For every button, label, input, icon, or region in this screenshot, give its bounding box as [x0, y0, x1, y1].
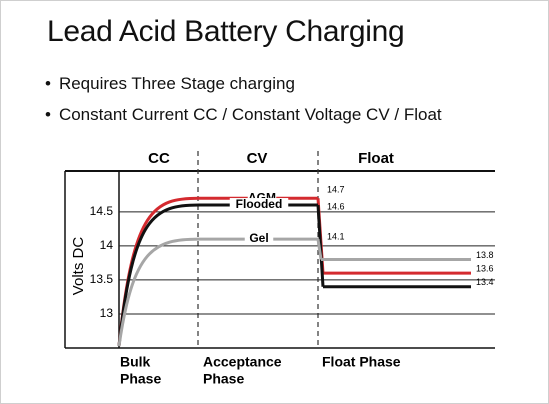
y-tick-label: 14 — [100, 238, 114, 252]
y-axis-label: Volts DC — [70, 237, 87, 296]
series-label: Flooded — [236, 197, 283, 211]
value-label: 13.6 — [476, 263, 494, 273]
y-tick-label: 14.5 — [90, 204, 114, 218]
phase-label: Phase — [120, 371, 161, 387]
drop-curve — [316, 238, 323, 260]
rise-curve — [117, 237, 200, 347]
series-label-bg — [244, 232, 274, 246]
bullet: Constant Current CC / Constant Voltage C… — [45, 102, 442, 133]
series-label-bg — [229, 198, 289, 212]
value-label: 14.6 — [327, 201, 345, 211]
phase-label: Float Phase — [322, 354, 401, 370]
y-tick-label: 13.5 — [90, 272, 114, 286]
value-label: 14.7 — [327, 185, 345, 195]
value-label: 13.4 — [476, 277, 494, 287]
series-label: Gel — [249, 231, 268, 245]
value-label: 14.1 — [327, 231, 345, 241]
slide-title: Lead Acid Battery Charging — [47, 15, 405, 48]
y-tick-label: 13 — [100, 306, 114, 320]
bullet: Requires Three Stage charging — [45, 71, 442, 102]
phase-label: Bulk — [120, 354, 151, 370]
stage-label: CC — [148, 150, 170, 167]
phase-label: Acceptance — [203, 354, 282, 370]
rise-curve — [117, 203, 200, 347]
stage-label: CV — [247, 150, 268, 167]
value-label: 13.8 — [476, 250, 494, 260]
stage-label: Float — [358, 150, 394, 167]
bullet-list: Requires Three Stage charging Constant C… — [45, 71, 442, 133]
phase-label: Phase — [203, 371, 244, 387]
